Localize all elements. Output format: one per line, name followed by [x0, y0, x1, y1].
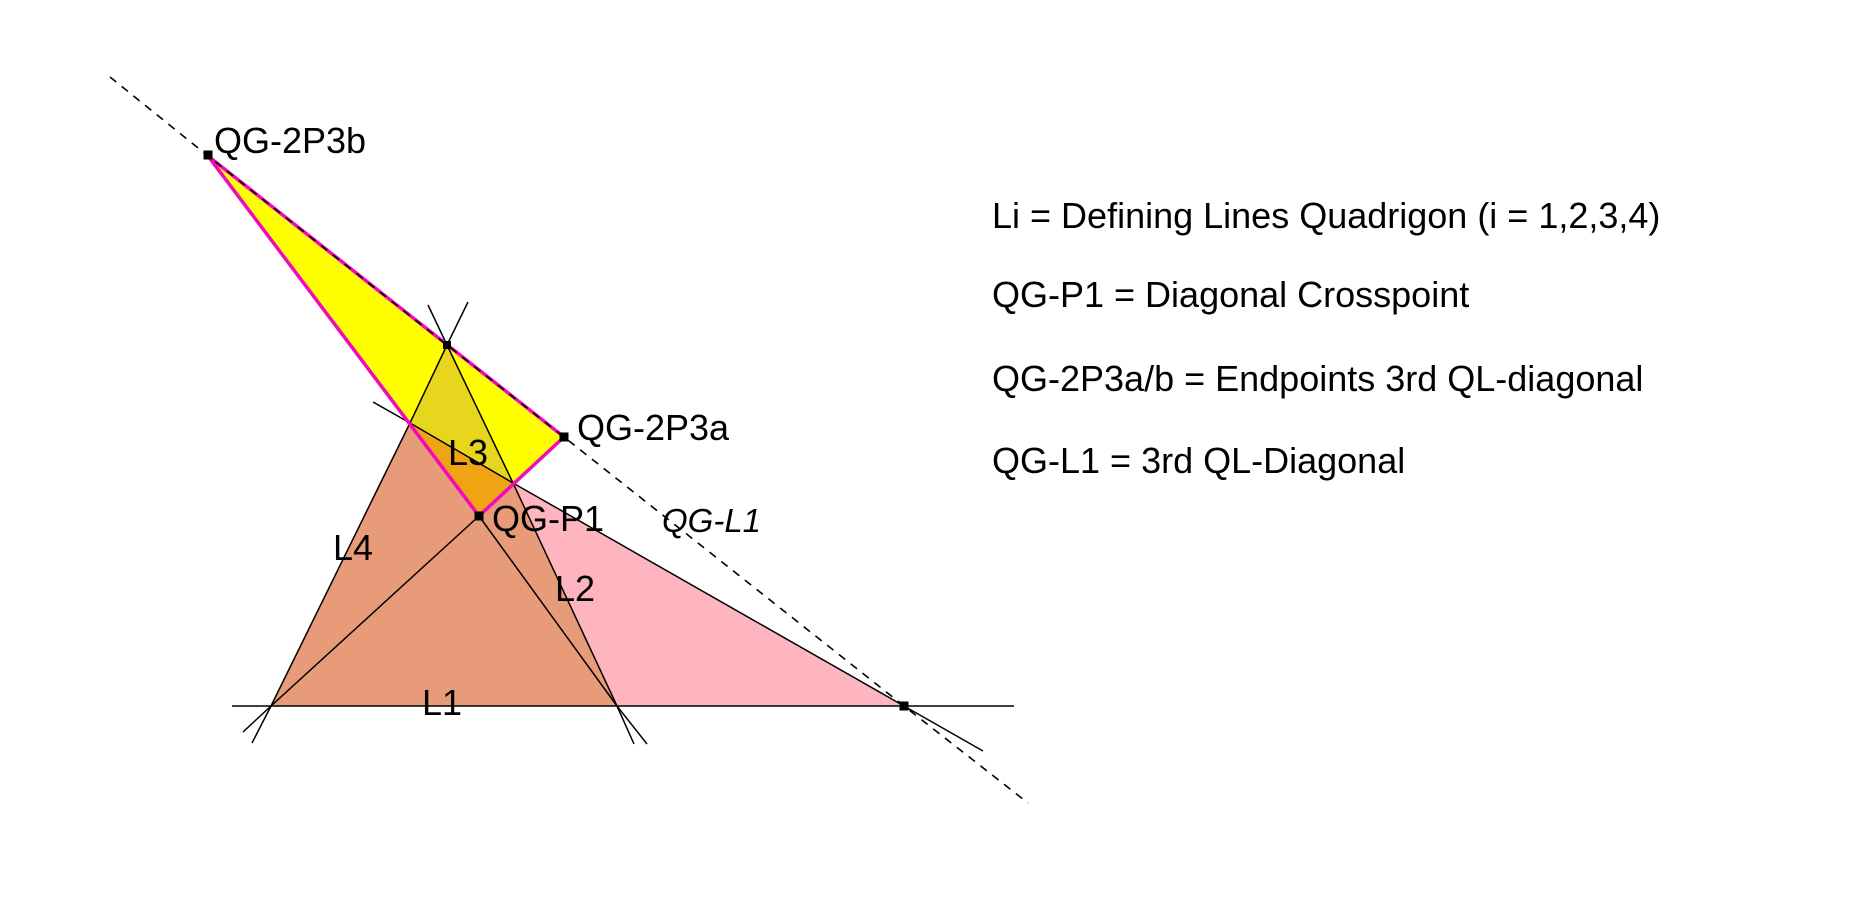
magenta-edge-right [477, 435, 566, 518]
legend-line-4: QG-L1 = 3rd QL-Diagonal [992, 440, 1406, 481]
point-QG-P1 [474, 511, 484, 521]
label-L3: L3 [448, 432, 489, 473]
label-L2: L2 [555, 568, 596, 609]
magenta-edge-left [206, 154, 481, 518]
inscribed-triangle-region [410, 345, 513, 483]
point-QG-2P3a [559, 432, 569, 442]
legend-line-1: Li = Defining Lines Quadrigon (i = 1,2,3… [992, 195, 1661, 236]
legend-line-3: QG-2P3a/b = Endpoints 3rd QL-diagonal [992, 358, 1644, 399]
label-QG-L1: QG-L1 [662, 502, 762, 539]
label-QG-2P3b: QG-2P3b [214, 120, 367, 161]
label-L4: L4 [333, 527, 374, 568]
point-L2xL4 [443, 341, 451, 349]
yellow-triangle-region [208, 156, 564, 516]
point-L1xL3 [899, 701, 909, 711]
label-L1: L1 [422, 682, 463, 723]
dashed-third-diagonal-QG-L1 [109, 76, 1029, 804]
overlap-triangle-region [410, 423, 513, 516]
legend-line-2: QG-P1 = Diagonal Crosspoint [992, 274, 1470, 315]
label-QG-P1: QG-P1 [492, 498, 605, 539]
point-QG-2P3b [203, 150, 213, 160]
label-QG-2P3a: QG-2P3a [577, 407, 730, 448]
quadrigon-region [271, 423, 617, 706]
